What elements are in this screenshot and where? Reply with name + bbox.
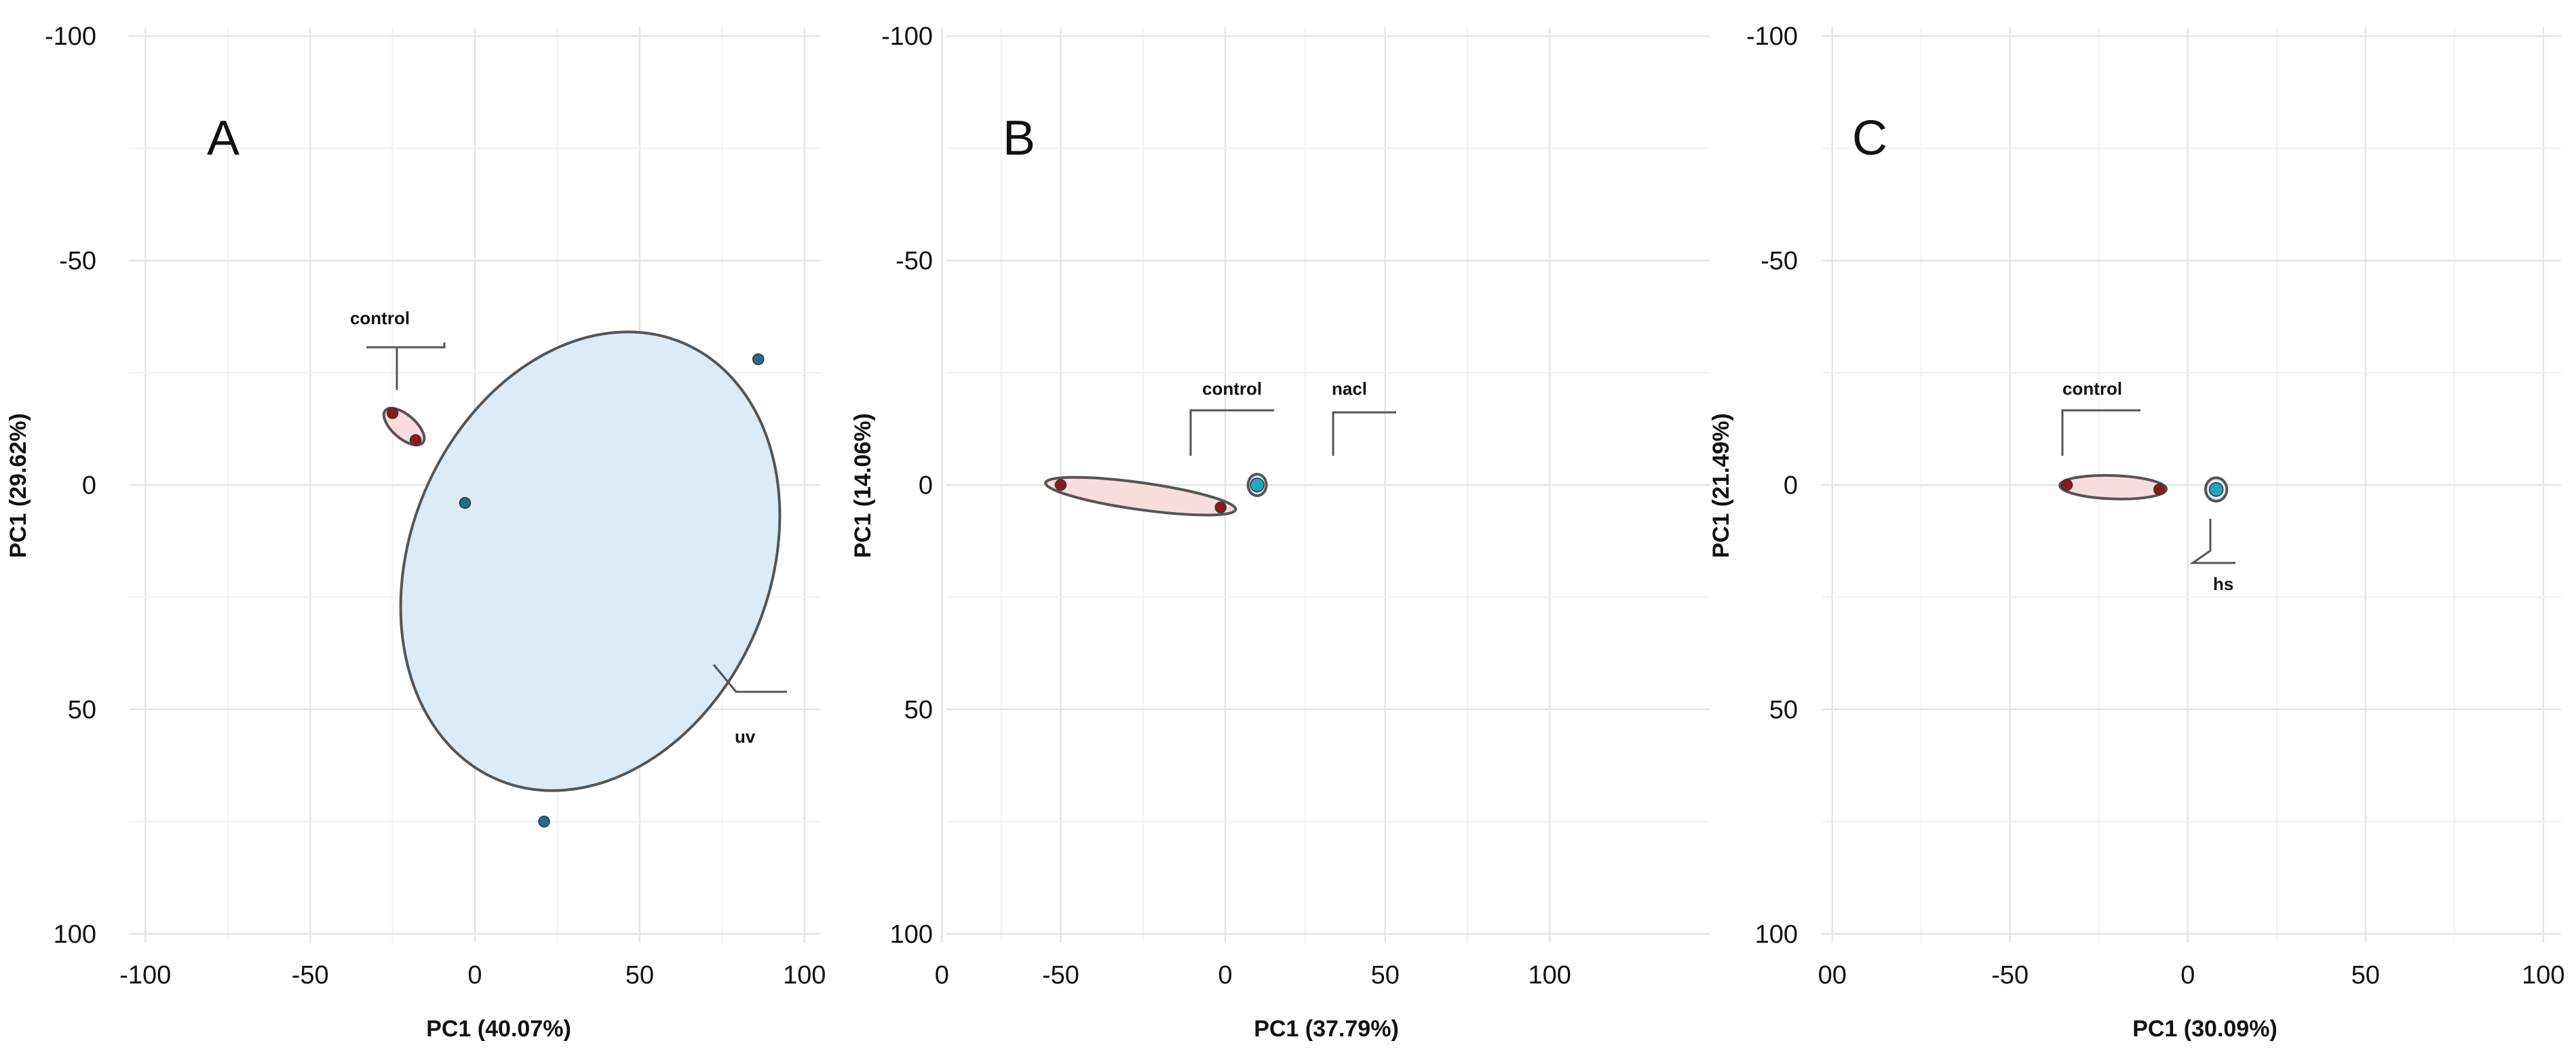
- x-tick-label: 50: [1371, 961, 1400, 990]
- group-label-control: control: [2062, 378, 2122, 399]
- x-axis-title: PC1 (30.09%): [2132, 1016, 2277, 1042]
- panel-letter: B: [1003, 111, 1035, 165]
- y-tick-label: -100: [1746, 22, 1798, 51]
- x-tick-label: -50: [292, 961, 329, 990]
- y-axis-title: PC1 (29.62%): [5, 413, 31, 558]
- y-tick-label: -50: [896, 247, 933, 275]
- x-tick-label: -100: [119, 961, 171, 990]
- confidence-ellipse-control: [1044, 475, 1237, 517]
- x-tick-label: 0: [467, 961, 482, 990]
- y-tick-label: -50: [1761, 247, 1798, 275]
- data-point-control: [386, 407, 399, 419]
- y-tick-label: 0: [82, 471, 96, 500]
- series-uv: uv: [399, 330, 787, 828]
- data-point-hs: [2208, 482, 2224, 497]
- y-tick-label: 100: [890, 920, 933, 949]
- x-tick-label: -50: [1042, 961, 1079, 990]
- data-point-uv: [538, 815, 550, 828]
- data-point-uv: [459, 496, 472, 509]
- x-tick-label: 0: [1218, 961, 1232, 990]
- confidence-ellipse-control: [2058, 473, 2168, 501]
- y-tick-label: 50: [1769, 696, 1798, 724]
- y-tick-label: 50: [904, 696, 933, 724]
- x-axis-title: PC1 (37.79%): [1254, 1016, 1399, 1042]
- y-tick-label: 50: [68, 696, 96, 724]
- panel-letter: A: [207, 111, 239, 165]
- x-tick-label: 100: [783, 961, 826, 990]
- group-label-control: control: [1202, 378, 1262, 399]
- series-nacl: nacl: [1246, 378, 1396, 497]
- y-tick-label: -50: [59, 247, 96, 275]
- y-tick-label: 0: [919, 471, 933, 500]
- label-leader-line: [2189, 519, 2235, 564]
- label-leader-line: [1189, 409, 1274, 456]
- group-label-uv: uv: [735, 726, 756, 747]
- x-tick-label: 0: [2180, 961, 2195, 990]
- group-label-control: control: [350, 308, 410, 328]
- group-label-nacl: nacl: [1332, 378, 1367, 399]
- x-tick-label: 00: [1818, 961, 1847, 990]
- gridlines: [1822, 27, 2561, 943]
- panel-a: -100 -50 0 50 100 -100 -50 0 50 100 PC1 (40.07%) PC…: [5, 22, 826, 1042]
- label-leader-line: [2061, 409, 2140, 456]
- x-tick-label: 50: [626, 961, 654, 990]
- data-point-uv: [752, 353, 765, 366]
- data-point-nacl: [1250, 477, 1265, 492]
- series-hs: hs: [2189, 476, 2235, 594]
- group-label-hs: hs: [2213, 574, 2233, 594]
- confidence-ellipse-control: [382, 406, 426, 447]
- y-tick-label: 100: [1755, 920, 1798, 949]
- series-control: control: [1044, 378, 1274, 517]
- y-axis-title: PC1 (14.06%): [850, 413, 876, 558]
- x-tick-label: -50: [1991, 961, 2029, 990]
- x-axis-title: PC1 (40.07%): [426, 1016, 571, 1042]
- y-tick-label: -100: [45, 22, 96, 51]
- confidence-ellipse-uv: [399, 330, 782, 792]
- data-point-control: [1054, 479, 1067, 491]
- panel-c: -100 -50 0 50 100 00 -50 0 50 100 PC1 (30.09%) PC1 …: [1708, 22, 2565, 1042]
- x-tick-label: 100: [2522, 961, 2564, 990]
- y-tick-label: 0: [1784, 471, 1798, 500]
- series-control: control: [350, 308, 446, 447]
- data-point-control: [2153, 483, 2166, 496]
- data-point-control: [1214, 501, 1227, 513]
- series-control: control: [2058, 378, 2168, 501]
- x-tick-label: 50: [2351, 961, 2380, 990]
- x-tick-label: 100: [1529, 961, 1571, 990]
- label-leader-line: [366, 343, 446, 390]
- label-leader-line: [712, 664, 787, 693]
- data-point-control: [409, 434, 422, 446]
- label-leader-line: [1332, 411, 1396, 456]
- y-tick-label: -100: [881, 22, 933, 51]
- panel-letter: C: [1852, 111, 1887, 165]
- x-tick-label: 0: [935, 961, 949, 990]
- y-tick-label: 100: [54, 920, 96, 949]
- data-point-control: [2060, 479, 2073, 491]
- y-axis-title: PC1 (21.49%): [1708, 413, 1734, 558]
